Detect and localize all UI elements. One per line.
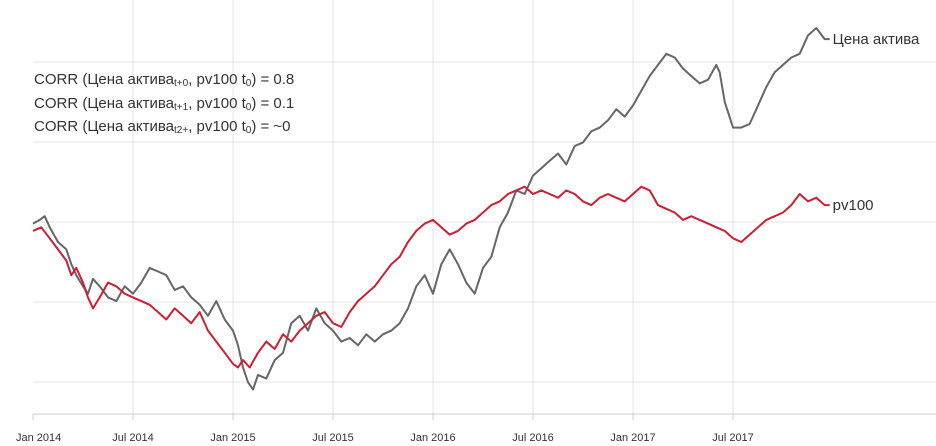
annotation-text: , pv100 t: [188, 95, 246, 112]
x-tick-label: Jan 2016: [410, 432, 455, 444]
x-tick-label: Jul 2017: [712, 432, 754, 444]
series-label: pv100: [833, 197, 874, 214]
annotation-subscript: 0: [245, 102, 252, 113]
annotation-text: , pv100 t: [188, 71, 246, 88]
x-tick-label: Jul 2016: [512, 432, 554, 444]
annotation-subscript: t+1: [174, 102, 189, 113]
annotation-text: CORR (Цена актива: [34, 95, 175, 112]
annotation-text: ) = ~0: [251, 118, 291, 135]
annotation-subscript: t+0: [174, 78, 189, 89]
series-lines: [32, 27, 830, 391]
x-tick-label: Jan 2015: [210, 432, 255, 444]
annotation-text: CORR (Цена актива: [34, 71, 175, 88]
x-tick-label: Jul 2015: [312, 432, 354, 444]
annotation-subscript: t2+: [174, 125, 189, 136]
annotation-text: ) = 0.8: [251, 71, 295, 88]
grid: [33, 0, 936, 414]
x-axis: Jan 2014 Jul 2014 Jan 2015 Jul 2015 Jan 2016…: [16, 413, 936, 444]
annotation-text: CORR (Цена актива: [34, 118, 175, 135]
annotation-text: , pv100 t: [188, 118, 246, 135]
x-tick-label: Jan 2017: [610, 432, 655, 444]
series-line-asset-price: [32, 27, 830, 391]
correlation-annotation-3: CORR (Цена активаt2+, pv100 t0) = ~0: [34, 117, 291, 141]
correlation-annotation-1: CORR (Цена активаt+0, pv100 t0) = 0.8: [34, 70, 294, 94]
series-line-pv100: [32, 185, 830, 369]
annotation-text: ) = 0.1: [251, 95, 295, 112]
series-labels: Цена актива pv100: [833, 31, 920, 214]
annotation-subscript: 0: [245, 125, 252, 136]
x-tick-label: Jan 2014: [16, 432, 61, 444]
correlation-annotation-2: CORR (Цена активаt+1, pv100 t0) = 0.1: [34, 94, 294, 118]
series-label: Цена актива: [833, 31, 920, 48]
x-tick-label: Jul 2014: [112, 432, 154, 444]
annotation-subscript: 0: [245, 78, 252, 89]
